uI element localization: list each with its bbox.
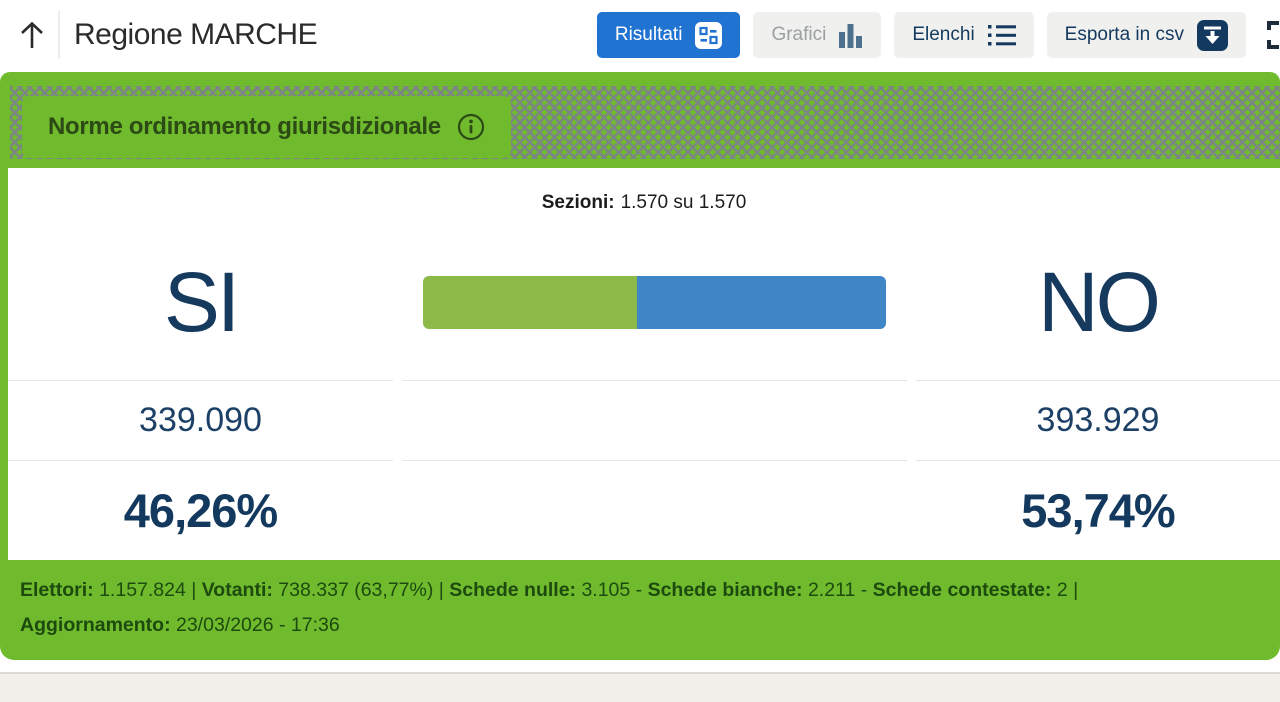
ballot-icon <box>695 21 723 49</box>
bar-chart-icon <box>839 24 863 48</box>
sezioni-value: 1.570 su 1.570 <box>620 192 747 213</box>
result-bar <box>423 275 886 329</box>
export-csv-button[interactable]: Esporta in csv <box>1046 12 1246 58</box>
results-content: Sezioni: 1.570 su 1.570 SI NO 339.090 393… <box>0 168 1280 560</box>
back-button[interactable] <box>12 13 52 57</box>
stats-line: Elettori: 1.157.824 | Votanti: 738.337 (… <box>20 573 1256 608</box>
result-bar-wrap <box>402 275 907 329</box>
si-votes: 339.090 <box>139 401 262 439</box>
stat-label: Schede bianche: <box>647 579 803 601</box>
download-icon <box>1197 19 1228 51</box>
bar-si-segment <box>423 275 638 329</box>
up-arrow-icon <box>21 21 43 48</box>
tab-elenchi-label: Elenchi <box>912 24 975 45</box>
stat-value: 2 | <box>1051 579 1079 601</box>
header-divider <box>58 11 60 59</box>
si-label: SI <box>163 254 240 349</box>
results-grid: SI NO 339.090 393.929 46,26% 53,74% <box>8 224 1280 560</box>
stat-value: 1.157.824 | <box>93 579 202 601</box>
update-label: Aggiornamento: <box>20 614 171 636</box>
question-label: Norme ordinamento giurisdizionale <box>22 96 511 158</box>
question-banner: Norme ordinamento giurisdizionale <box>0 72 1280 168</box>
summary-footer: Elettori: 1.157.824 | Votanti: 738.337 (… <box>0 560 1280 660</box>
no-percent: 53,74% <box>1021 484 1175 537</box>
view-switcher: Risultati Grafici Elenchi <box>596 12 1246 58</box>
fullscreen-icon[interactable] <box>1267 21 1280 49</box>
stat-label: Elettori: <box>20 579 94 601</box>
si-percent: 46,26% <box>123 484 278 537</box>
votes-middle-cell <box>402 380 907 460</box>
tab-risultati[interactable]: Risultati <box>596 12 741 58</box>
question-title: Norme ordinamento giurisdizionale <box>48 113 441 140</box>
results-card: Norme ordinamento giurisdizionale Sezion… <box>0 72 1280 660</box>
stat-label: Schede nulle: <box>449 579 577 601</box>
bar-no-segment <box>637 275 886 329</box>
update-line: Aggiornamento: 23/03/2026 - 17:36 <box>20 608 1256 643</box>
info-icon[interactable] <box>457 113 485 141</box>
tab-risultati-label: Risultati <box>614 24 683 45</box>
export-csv-label: Esporta in csv <box>1064 24 1184 45</box>
update-value: 23/03/2026 - 17:36 <box>170 614 340 636</box>
stat-value: 738.337 (63,77%) | <box>272 579 450 601</box>
sezioni-label: Sezioni: <box>541 192 615 213</box>
no-votes: 393.929 <box>1036 401 1160 439</box>
tab-grafici[interactable]: Grafici <box>753 12 882 58</box>
list-icon <box>987 25 1016 46</box>
tab-grafici-label: Grafici <box>771 24 827 45</box>
sezioni-line: Sezioni: 1.570 su 1.570 <box>8 192 1280 214</box>
no-label: NO <box>1038 254 1161 349</box>
top-bar: Regione MARCHE Risultati Grafici Elenchi <box>0 0 1280 70</box>
stat-value: 3.105 - <box>576 579 648 601</box>
page-title: Regione MARCHE <box>74 18 318 51</box>
stat-value: 2.211 - <box>802 579 873 601</box>
stat-label: Votanti: <box>201 579 273 601</box>
tab-elenchi[interactable]: Elenchi <box>894 12 1034 58</box>
stat-label: Schede contestate: <box>872 579 1052 601</box>
bottom-strip <box>0 672 1280 702</box>
percent-middle-cell <box>402 460 907 560</box>
